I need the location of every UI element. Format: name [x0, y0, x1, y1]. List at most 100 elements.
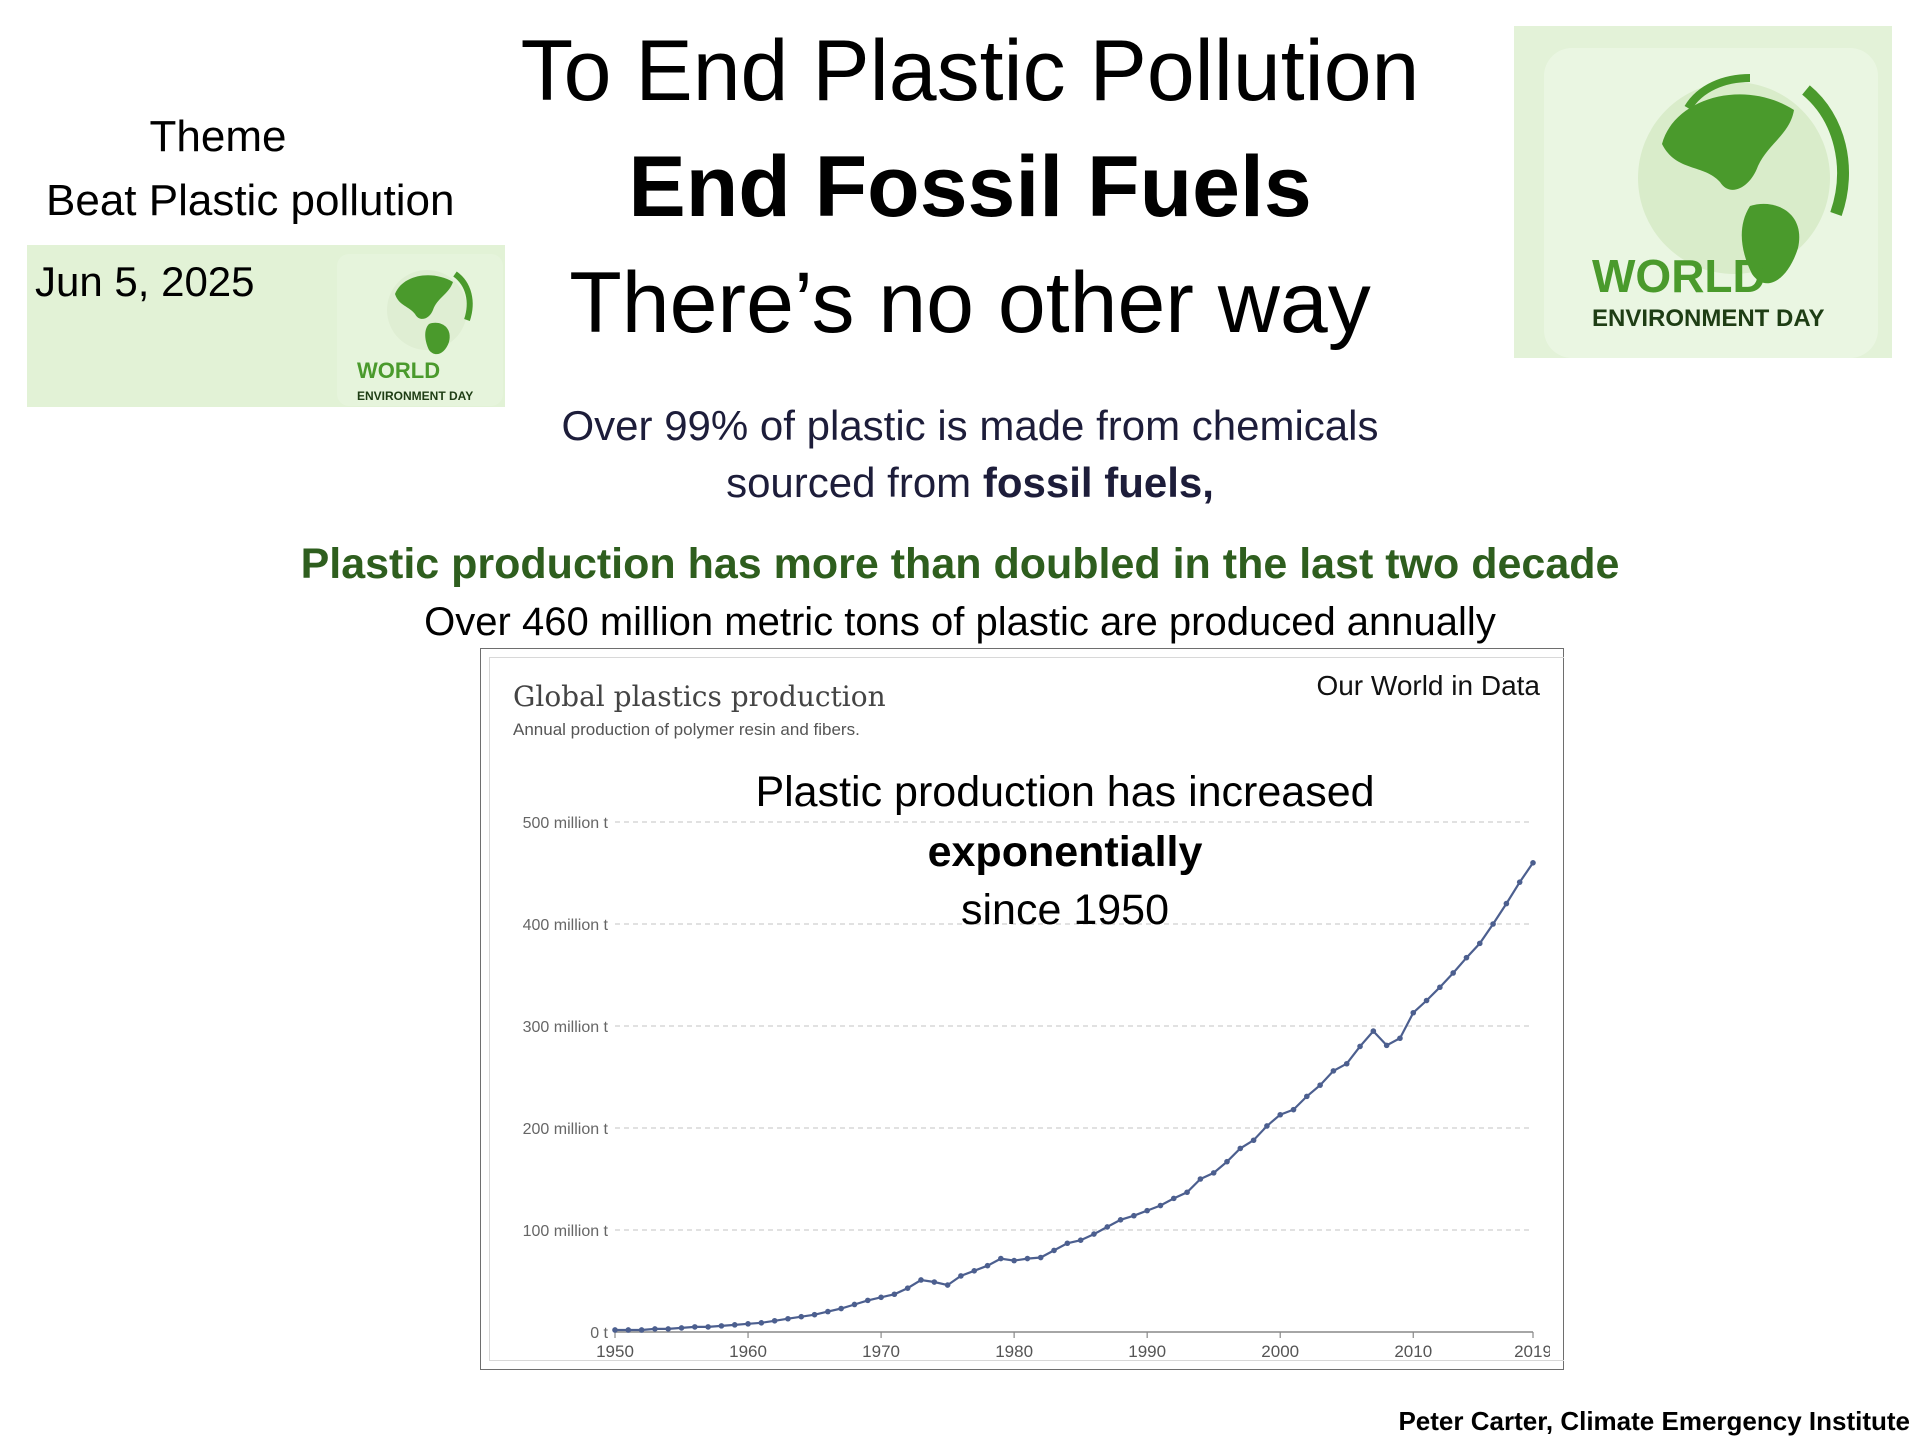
data-point — [1343, 1060, 1350, 1067]
data-point — [1317, 1082, 1323, 1088]
globe-icon: WORLD ENVIRONMENT DAY — [357, 270, 473, 403]
data-point — [1197, 1176, 1204, 1182]
data-point — [971, 1268, 978, 1274]
data-point — [1184, 1189, 1190, 1196]
theme-label: Theme — [149, 112, 287, 161]
data-point — [1051, 1247, 1057, 1254]
x-tick-label: 1980 — [995, 1342, 1033, 1360]
annotation-line-1: Plastic production has increased — [755, 768, 1375, 816]
data-point — [1476, 940, 1483, 947]
data-point — [1170, 1195, 1177, 1202]
data-point — [1210, 1170, 1217, 1176]
author-credit: Peter Carter, Climate Emergency Institut… — [1398, 1406, 1910, 1436]
x-tick-label: 1970 — [862, 1342, 900, 1360]
data-point — [1064, 1240, 1071, 1247]
title-line-1: To End Plastic Pollution — [520, 23, 1420, 119]
data-point — [998, 1255, 1004, 1262]
logo-sub-large: ENVIRONMENT DAY — [1592, 305, 1824, 332]
theme-name: Beat Plastic pollution — [46, 176, 455, 225]
data-point — [944, 1282, 951, 1288]
data-point — [731, 1322, 738, 1328]
chart-title: Global plastics production — [513, 680, 886, 713]
chart-series — [612, 860, 1536, 1333]
data-point — [1011, 1257, 1017, 1264]
data-point — [678, 1325, 685, 1331]
data-point — [1024, 1255, 1031, 1262]
data-point — [1516, 879, 1523, 885]
y-tick-label: 300 million t — [523, 1019, 609, 1036]
data-point — [1490, 921, 1496, 927]
data-point — [1463, 954, 1470, 961]
data-point — [1397, 1035, 1403, 1042]
data-point — [718, 1323, 725, 1329]
data-point — [878, 1294, 884, 1301]
data-point — [745, 1321, 751, 1327]
world-environment-day-logo-small: WORLD ENVIRONMENT DAY — [337, 254, 503, 406]
fact-line-2-prefix: sourced from — [726, 459, 983, 506]
x-tick-label: 2010 — [1394, 1342, 1432, 1360]
x-tick-label: 1990 — [1128, 1342, 1166, 1360]
data-point — [1370, 1028, 1377, 1034]
logo-word: WORLD — [357, 358, 440, 383]
y-tick-label: 200 million t — [523, 1121, 609, 1138]
data-point — [758, 1320, 765, 1326]
title-line-3: There’s no other way — [569, 255, 1371, 351]
chart-subtitle: Annual production of polymer resin and f… — [513, 720, 860, 739]
world-environment-day-logo: WORLD ENVIRONMENT DAY — [1544, 48, 1878, 358]
data-point — [1290, 1106, 1297, 1113]
y-axis-labels: 0 t 100 million t 200 million t 300 million… — [523, 815, 609, 1342]
data-point — [1383, 1042, 1390, 1049]
logo-word-large: WORLD — [1592, 250, 1766, 302]
fact-line-2: sourced from fossil fuels, — [420, 459, 1520, 507]
data-point — [1277, 1111, 1284, 1118]
data-point — [1357, 1043, 1363, 1050]
data-point — [705, 1324, 711, 1330]
y-tick-label: 100 million t — [523, 1223, 609, 1240]
data-point — [638, 1327, 645, 1333]
data-point — [1503, 900, 1510, 907]
annual-production-statement: Over 460 million metric tons of plastic … — [424, 600, 1496, 644]
line-chart: 0 t 100 million t 200 million t 300 million… — [523, 815, 1550, 1360]
data-point — [1530, 860, 1536, 866]
data-point — [1117, 1217, 1124, 1223]
data-point — [1077, 1237, 1084, 1243]
fact-line-2-bold: fossil fuels, — [982, 459, 1214, 506]
data-point — [984, 1262, 991, 1269]
data-point — [1144, 1207, 1150, 1214]
data-point — [1157, 1202, 1164, 1209]
data-point — [851, 1301, 858, 1308]
data-point — [771, 1317, 778, 1324]
data-point — [864, 1297, 871, 1304]
data-point — [1104, 1224, 1111, 1230]
data-point — [1330, 1068, 1337, 1074]
data-point — [811, 1311, 818, 1318]
y-tick-label: 0 t — [590, 1325, 608, 1342]
data-point — [612, 1327, 618, 1333]
data-point — [1450, 970, 1456, 976]
data-point — [1264, 1123, 1270, 1129]
data-point — [1224, 1158, 1230, 1165]
data-point — [1250, 1137, 1257, 1144]
data-point — [1410, 1009, 1417, 1016]
globe-icon-large: WORLD ENVIRONMENT DAY — [1592, 74, 1849, 332]
data-point — [1304, 1093, 1310, 1100]
x-tick-label: 1960 — [729, 1342, 767, 1360]
data-point — [665, 1326, 672, 1332]
chart-grid — [615, 821, 1533, 1231]
doubling-statement: Plastic production has more than doubled… — [300, 540, 1620, 588]
fact-line-1: Over 99% of plastic is made from chemica… — [561, 402, 1379, 449]
chart-source: Our World in Data — [1316, 670, 1540, 701]
data-point — [1423, 997, 1430, 1004]
data-point — [652, 1326, 658, 1332]
data-point — [1131, 1212, 1137, 1219]
logo-sub: ENVIRONMENT DAY — [357, 389, 473, 403]
x-tick-label: 2019 — [1514, 1342, 1550, 1360]
data-point — [825, 1308, 831, 1315]
annotation-line-2: exponentially — [927, 828, 1203, 876]
data-point — [918, 1277, 924, 1283]
event-date: Jun 5, 2025 — [35, 258, 255, 305]
data-point — [785, 1315, 791, 1322]
data-point — [1037, 1254, 1044, 1261]
title-line-2: End Fossil Fuels — [628, 139, 1312, 235]
data-point — [1091, 1231, 1097, 1237]
